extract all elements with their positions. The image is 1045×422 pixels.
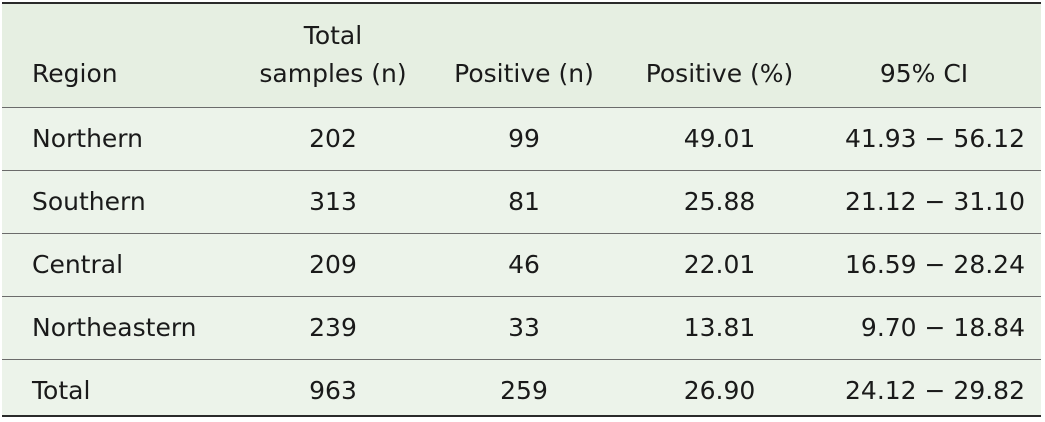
cell-region: Total — [32, 376, 91, 406]
cell-region: Southern — [2, 170, 240, 234]
cell-positive-n: 33 — [426, 296, 622, 360]
header-positive-n: Positive (n) — [426, 4, 622, 108]
cell-ci: 21.12 − 31.10 — [817, 170, 1041, 234]
cell-positive-n: 259 — [500, 376, 548, 406]
cell-total: 313 — [240, 170, 426, 234]
cell-positive-n: 99 — [426, 107, 622, 171]
cell-ci: 9.70 − 18.84 — [817, 296, 1041, 360]
cell-total: 963 — [309, 376, 357, 406]
table-row: Central 209 46 22.01 16.59 − 28.24 — [2, 233, 1041, 297]
cell-total: 209 — [240, 233, 426, 297]
table-header: Region Total samples (n) Positive (n) Po… — [2, 4, 1041, 108]
cell-positive-pct: 25.88 — [622, 170, 817, 234]
header-ci: 95% CI — [817, 4, 1041, 108]
prevalence-table: Region Total samples (n) Positive (n) Po… — [2, 4, 1041, 422]
cell-ci: 41.93 − 56.12 — [817, 107, 1041, 171]
cell-total: 239 — [240, 296, 426, 360]
cell-positive-pct: 49.01 — [622, 107, 817, 171]
header-total-line1: Total — [303, 20, 363, 50]
table-row: Northern 202 99 49.01 41.93 − 56.12 — [2, 107, 1041, 171]
cell-ci: 24.12 − 29.82 — [845, 376, 1025, 406]
table-row-total: Total 963 259 26.90 24.12 − 29.82 — [2, 359, 1041, 422]
header-total-samples: Total samples (n) — [240, 4, 426, 108]
cell-region: Northern — [2, 107, 240, 171]
cell-total: 202 — [240, 107, 426, 171]
cell-positive-pct: 22.01 — [622, 233, 817, 297]
cell-positive-n: 46 — [426, 233, 622, 297]
cell-positive-n: 81 — [426, 170, 622, 234]
cell-positive-pct: 26.90 — [683, 376, 756, 406]
header-positive-pct: Positive (%) — [622, 4, 817, 108]
header-region: Region — [2, 4, 240, 108]
cell-ci: 16.59 − 28.24 — [817, 233, 1041, 297]
cell-region: Northeastern — [2, 296, 240, 360]
table-row: Northeastern 239 33 13.81 9.70 − 18.84 — [2, 296, 1041, 360]
data-table-container: Region Total samples (n) Positive (n) Po… — [2, 2, 1041, 417]
header-row: Region Total samples (n) Positive (n) Po… — [2, 4, 1041, 108]
table-body: Northern 202 99 49.01 41.93 − 56.12 Sout… — [2, 107, 1041, 422]
cell-positive-pct: 13.81 — [622, 296, 817, 360]
table-row: Southern 313 81 25.88 21.12 − 31.10 — [2, 170, 1041, 234]
header-total-line2: samples (n) — [259, 58, 407, 88]
cell-region: Central — [2, 233, 240, 297]
